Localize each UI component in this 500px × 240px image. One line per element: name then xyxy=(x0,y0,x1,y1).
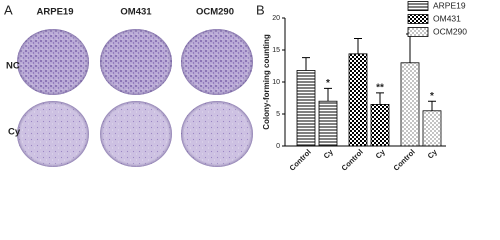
dishes xyxy=(17,29,253,167)
figure: A ARPE19 OM431 OCM290 NC Cy B Colony-for… xyxy=(4,0,467,172)
legend-swatch xyxy=(407,27,429,37)
bar xyxy=(348,53,368,147)
bar xyxy=(400,62,420,147)
dish-rim xyxy=(181,101,253,167)
y-tick-label: 0 xyxy=(276,143,280,150)
bar xyxy=(370,104,390,147)
legend-label: OM431 xyxy=(433,13,461,23)
y-tick-label: 15 xyxy=(272,47,280,54)
significance: * xyxy=(326,78,330,89)
x-tick-label: Control xyxy=(392,147,417,172)
row-label: Cy xyxy=(8,127,21,138)
error-bar xyxy=(428,100,436,111)
error-bar xyxy=(354,37,362,54)
x-tick-label: Control xyxy=(340,147,365,172)
dish-rim xyxy=(17,101,89,167)
x-tick-label: Cy xyxy=(374,147,388,161)
column-header: ARPE19 xyxy=(37,7,74,18)
legend-label: ARPE19 xyxy=(433,0,466,10)
error-bar xyxy=(302,57,310,71)
column-header: OM431 xyxy=(120,7,152,18)
legend-swatch xyxy=(407,1,429,11)
x-tick-label: Control xyxy=(288,147,313,172)
x-tick-label: Cy xyxy=(322,147,336,161)
panel-label: B xyxy=(256,2,265,17)
y-tick-label: 10 xyxy=(272,79,280,86)
legend-label: OCM290 xyxy=(433,26,467,36)
y-axis-label: Colony-forming counting xyxy=(262,34,271,130)
error-bar xyxy=(406,33,414,63)
dish-rim xyxy=(181,29,253,95)
legend-swatch xyxy=(407,14,429,24)
column-header: OCM290 xyxy=(196,7,234,18)
error-bar xyxy=(324,87,332,102)
panel-label: A xyxy=(4,2,13,17)
bar xyxy=(422,110,442,147)
bar xyxy=(318,100,338,147)
y-tick-label: 20 xyxy=(272,15,280,22)
dish-rim xyxy=(100,29,172,95)
dish-rim xyxy=(17,29,89,95)
x-tick-label: Cy xyxy=(426,147,440,161)
row-label: NC xyxy=(6,61,20,72)
significance: ** xyxy=(376,83,384,94)
bar xyxy=(296,70,316,147)
dish-rim xyxy=(100,101,172,167)
error-bar xyxy=(376,92,384,105)
y-tick-label: 5 xyxy=(276,111,280,118)
significance: * xyxy=(430,91,434,102)
